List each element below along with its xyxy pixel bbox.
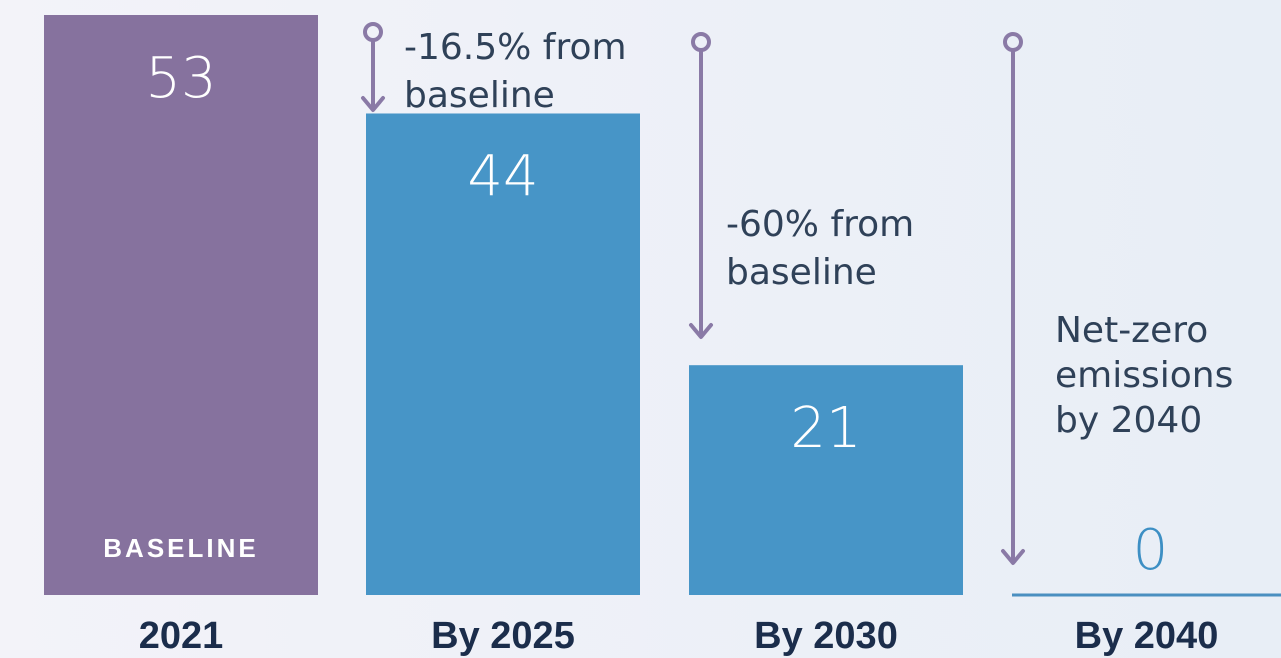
bar-2021: [44, 15, 318, 595]
annotation-line: Net-zero: [1055, 310, 1208, 351]
annotation-text: Net-zero emissions by 2040: [1055, 310, 1233, 441]
bar-value-label: 0: [1133, 518, 1169, 583]
bar-value-label: 44: [467, 144, 538, 209]
category-label: By 2040: [1075, 615, 1219, 657]
bar-by-2030: [689, 365, 963, 595]
annotation-line: baseline: [726, 252, 877, 293]
category-label: By 2025: [431, 615, 575, 657]
annotation-text: -16.5% from baseline: [404, 27, 627, 116]
arrow-start-circle: [691, 32, 711, 52]
annotation-line: -16.5% from: [404, 27, 627, 68]
baseline-tag: BASELINE: [103, 533, 258, 563]
category-label: 2021: [139, 615, 224, 657]
bar-value-label: 53: [145, 46, 216, 111]
bar-by-2025: [366, 113, 640, 595]
annotation-text: -60% from baseline: [726, 204, 914, 293]
arrow-start-circle: [1003, 32, 1023, 52]
annotation-line: -60% from: [726, 204, 914, 245]
arrow-down-icon: [689, 323, 713, 339]
arrow-down-icon: [1001, 549, 1025, 565]
category-label: By 2030: [754, 615, 898, 657]
arrow-start-circle: [363, 22, 383, 42]
arrow-down-icon: [361, 96, 385, 112]
annotation-line: baseline: [404, 75, 555, 116]
annotation-line: emissions: [1055, 355, 1233, 396]
annotation-line: by 2040: [1055, 400, 1202, 441]
bar-value-label: 21: [790, 396, 861, 461]
